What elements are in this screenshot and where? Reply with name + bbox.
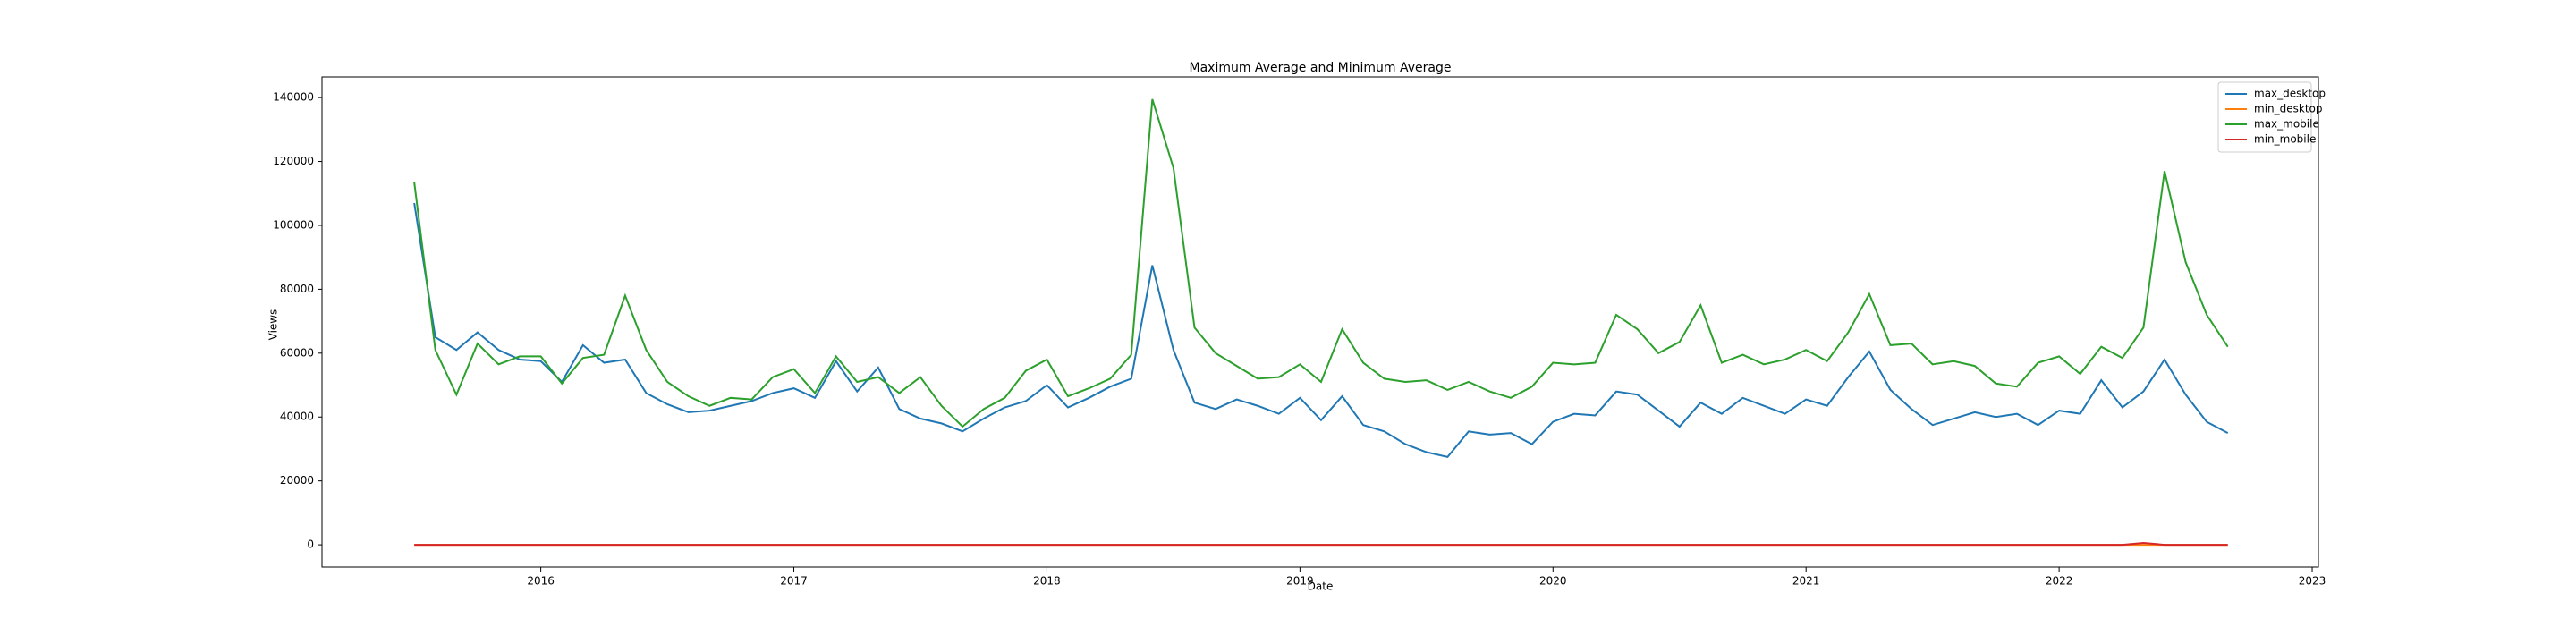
y-tick-label: 120000 [273,155,314,167]
x-tick-label: 2017 [780,575,808,588]
y-tick-label: 80000 [280,283,314,295]
y-tick-label: 0 [307,538,314,551]
plot-frame [321,76,2319,568]
y-axis-label: Views [267,309,280,341]
x-tick-label: 2016 [527,575,555,588]
legend-box [2217,81,2312,153]
y-tick-label: 60000 [280,346,314,359]
legend-label: max_desktop [2254,88,2326,100]
series-line [413,98,2229,428]
y-tick-label: 100000 [273,218,314,231]
x-tick-label: 2023 [2299,575,2326,588]
chart-title: Maximum Average and Minimum Average [1190,61,1452,75]
x-tick-label: 2022 [2046,575,2073,588]
x-tick-label: 2019 [1286,575,1314,588]
x-tick-label: 2018 [1033,575,1061,588]
legend-label: min_mobile [2254,133,2316,146]
legend-label: min_desktop [2254,103,2323,115]
x-axis-label: Date [1308,580,1334,593]
y-tick-label: 140000 [273,91,314,104]
series-line [414,541,2228,547]
y-tick-label: 40000 [280,411,314,423]
legend-label: max_mobile [2254,118,2319,131]
x-tick-label: 2021 [1792,575,1820,588]
x-tick-label: 2020 [1539,575,1567,588]
series-line [413,202,2229,458]
y-tick-label: 20000 [280,474,314,487]
